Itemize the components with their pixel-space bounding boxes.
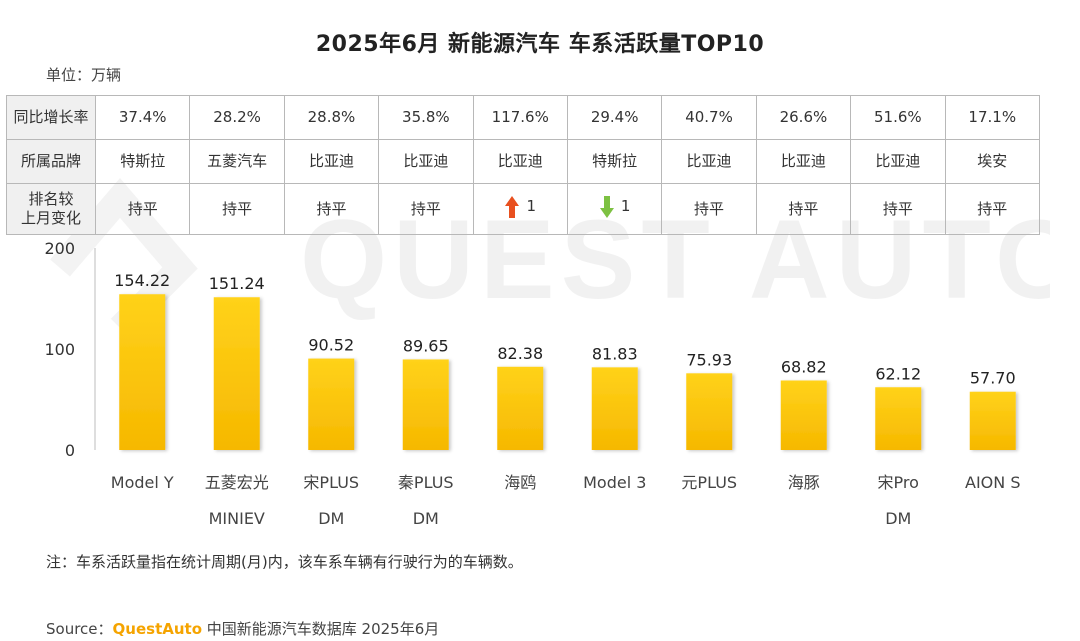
yoy-growth-cell: 26.6% xyxy=(755,95,852,140)
bar-value-label: 68.82 xyxy=(781,357,827,376)
x-category-label: 宋PLUS xyxy=(303,473,359,492)
brand-cell: 特斯拉 xyxy=(566,139,663,184)
x-category-label: Model 3 xyxy=(583,473,646,492)
bar xyxy=(591,367,638,450)
row-header-yoy: 同比增长率 xyxy=(6,95,96,140)
bar xyxy=(780,380,827,450)
row-header-line-1: 排名较 xyxy=(28,190,74,208)
yoy-growth-cell: 28.2% xyxy=(189,95,285,140)
x-category-label: 秦PLUS xyxy=(398,473,454,492)
y-tick-label: 0 xyxy=(65,441,75,460)
yoy-growth-cell: 117.6% xyxy=(472,95,568,140)
row-header-brand: 所属品牌 xyxy=(6,139,96,184)
rank-change-cell: 持平 xyxy=(850,183,946,235)
chart-title: 2025年6月 新能源汽车 车系活跃量TOP10 xyxy=(315,32,765,57)
rank-change-cell: 持平 xyxy=(378,183,474,235)
table-row-rank-change: 排名较 上月变化 持平 持平 持平 持平 1 1 持平 持平 持平 持平 xyxy=(6,183,1041,235)
brand-cell: 比亚迪 xyxy=(850,139,946,184)
yoy-growth-cell: 51.6% xyxy=(850,95,946,140)
brand-cell: 比亚迪 xyxy=(755,139,852,184)
source-brand: QuestAuto xyxy=(112,620,202,638)
brand-cell: 比亚迪 xyxy=(472,139,568,184)
source-prefix: Source： xyxy=(46,620,113,638)
yoy-growth-cell: 35.8% xyxy=(378,95,474,140)
y-tick-label: 100 xyxy=(44,340,75,359)
arrow-up-icon xyxy=(505,195,520,218)
bar xyxy=(402,359,449,450)
source-text: 中国新能源汽车数据库 2025年6月 xyxy=(202,620,440,638)
bar-value-label: 154.22 xyxy=(114,271,170,290)
bar-value-label: 75.93 xyxy=(686,350,732,369)
rank-change-cell: 持平 xyxy=(661,183,757,235)
table-row-yoy: 同比增长率 37.4% 28.2% 28.8% 35.8% 117.6% 29.4% 40.… xyxy=(6,95,1041,140)
arrow-down-icon xyxy=(599,195,614,218)
bar-value-label: 89.65 xyxy=(403,336,449,355)
x-category-label: DM xyxy=(413,509,439,528)
y-tick-label: 200 xyxy=(44,239,75,258)
x-category-label: Model Y xyxy=(111,473,174,492)
bar xyxy=(497,366,544,450)
footnote: 注：车系活跃量指在统计周期(月)内，该车系车辆有行驶行为的车辆数。 xyxy=(46,553,523,571)
brand-cell: 比亚迪 xyxy=(283,139,380,184)
bar xyxy=(969,391,1016,450)
x-category-label: DM xyxy=(318,509,344,528)
rank-change-cell: 1 xyxy=(566,183,663,235)
rank-change-cell: 持平 xyxy=(755,183,852,235)
bar-value-label: 57.70 xyxy=(970,369,1016,388)
rank-change-cell: 持平 xyxy=(189,183,285,235)
bar-chart: 0 100 200 154.22 Model Y 151.24 五菱宏光 MINIEV 90.5… xyxy=(44,239,1020,528)
bar xyxy=(875,387,922,450)
x-category-label: 宋Pro xyxy=(878,473,919,492)
source-line: Source：QuestAuto 中国新能源汽车数据库 2025年6月 xyxy=(46,618,439,639)
x-category-label: 元PLUS xyxy=(681,473,737,492)
unit-label: 单位：万辆 xyxy=(46,66,122,84)
brand-cell: 比亚迪 xyxy=(661,139,757,184)
bar xyxy=(213,297,260,450)
rank-change-cell: 持平 xyxy=(944,183,1041,235)
brand-cell: 比亚迪 xyxy=(378,139,474,184)
yoy-growth-cell: 28.8% xyxy=(283,95,380,140)
yoy-growth-cell: 37.4% xyxy=(94,95,191,140)
x-category-label: 五菱宏光 xyxy=(205,473,269,492)
rank-change-value: 1 xyxy=(620,197,631,215)
bar-value-label: 82.38 xyxy=(497,344,543,363)
bar xyxy=(119,294,166,450)
x-category-label: 海鸥 xyxy=(504,473,536,492)
x-category-label: AION S xyxy=(965,473,1020,492)
yoy-growth-cell: 40.7% xyxy=(661,95,757,140)
brand-cell: 埃安 xyxy=(944,139,1041,184)
bar-value-label: 81.83 xyxy=(592,344,638,363)
brand-cell: 五菱汽车 xyxy=(189,139,285,184)
bar-value-label: 151.24 xyxy=(209,274,265,293)
yoy-growth-cell: 17.1% xyxy=(944,95,1041,140)
rank-change-value: 1 xyxy=(526,197,537,215)
rank-change-cell: 持平 xyxy=(94,183,191,235)
brand-cell: 特斯拉 xyxy=(94,139,191,184)
info-table: 同比增长率 37.4% 28.2% 28.8% 35.8% 117.6% 29.4% 40.… xyxy=(6,95,1041,235)
rank-change-cell: 1 xyxy=(472,183,568,235)
bar xyxy=(308,358,355,450)
row-header-rank-change: 排名较 上月变化 xyxy=(6,183,96,235)
rank-change-cell: 持平 xyxy=(283,183,380,235)
yoy-growth-cell: 29.4% xyxy=(566,95,663,140)
x-category-label: MINIEV xyxy=(209,509,265,528)
x-category-label: DM xyxy=(885,509,911,528)
bar xyxy=(686,373,733,450)
bar-value-label: 90.52 xyxy=(308,336,354,355)
x-category-label: 海豚 xyxy=(788,473,820,492)
table-row-brand: 所属品牌 特斯拉 五菱汽车 比亚迪 比亚迪 比亚迪 特斯拉 比亚迪 比亚迪 比亚迪 埃安 xyxy=(6,139,1041,184)
row-header-line-2: 上月变化 xyxy=(20,209,81,227)
bar-value-label: 62.12 xyxy=(875,364,921,383)
